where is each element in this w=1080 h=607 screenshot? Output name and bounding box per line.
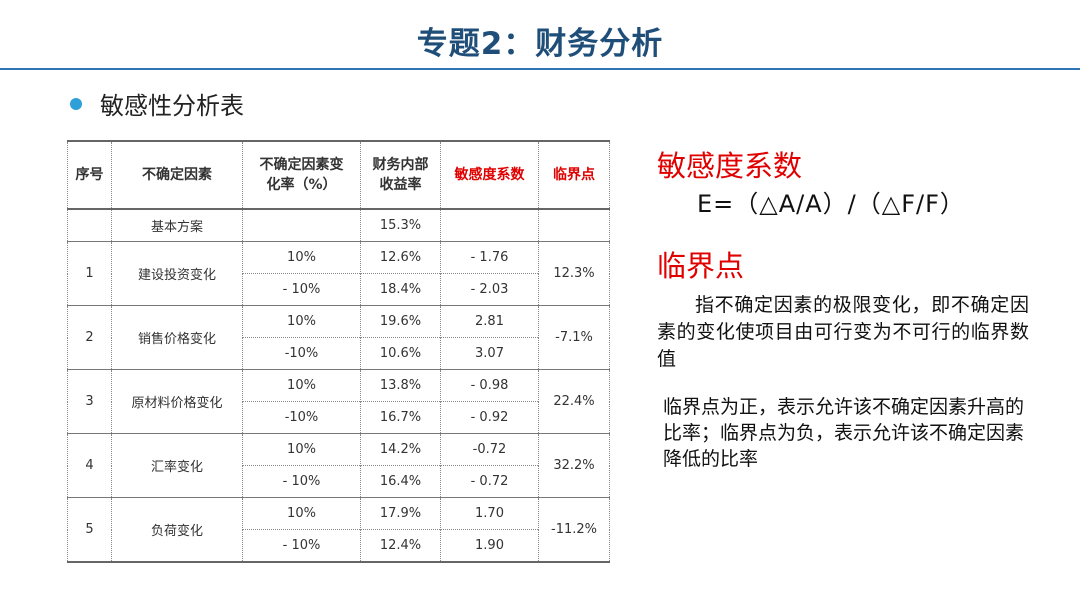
cell-coef: 2.81 — [440, 305, 539, 338]
cell-crit: 12.3% — [538, 241, 610, 306]
table-row: -10% 10.6% 3.07 — [68, 337, 610, 370]
cell-coef: 1.90 — [440, 529, 539, 562]
cell-coef: - 0.72 — [440, 465, 539, 498]
table-row: - 10% 16.4% - 0.72 — [68, 465, 610, 498]
cell-rate: 10% — [242, 497, 361, 530]
cell-crit: 32.2% — [538, 433, 610, 498]
table-row-base: 基本方案 15.3% — [67, 209, 610, 242]
row-no: 5 — [67, 497, 112, 562]
row-no: 3 — [67, 369, 112, 434]
base-crit — [538, 209, 610, 242]
cell-irr: 12.6% — [360, 241, 441, 274]
header-rate-line2: 化率（%） — [266, 177, 337, 193]
header-irr-line1: 财务内部 — [372, 157, 429, 173]
coef-heading: 敏感度系数 — [657, 149, 803, 183]
cell-rate: 10% — [242, 241, 361, 274]
base-no — [67, 209, 112, 242]
row-factor: 汇率变化 — [111, 433, 243, 498]
header-factor: 不确定因素 — [111, 141, 243, 210]
header-rate: 不确定因素变 化率（%） — [242, 141, 361, 210]
table-row: 2 销售价格变化 10% 19.6% 2.81 -7.1% — [67, 305, 610, 370]
header-irr-line2: 收益率 — [379, 177, 422, 193]
crit-definition: 指不确定因素的极限变化，即不确定因素的变化使项目由可行变为不可行的临界数值 — [657, 294, 1029, 370]
cell-irr: 19.6% — [360, 305, 441, 338]
cell-rate: - 10% — [242, 273, 361, 306]
cell-coef: - 0.98 — [440, 369, 539, 402]
cell-rate: 10% — [242, 433, 361, 466]
cell-irr: 10.6% — [360, 337, 441, 370]
cell-crit: -7.1% — [538, 305, 610, 370]
header-irr: 财务内部 收益率 — [360, 141, 441, 210]
base-rate — [242, 209, 361, 242]
cell-rate: 10% — [242, 305, 361, 338]
title-divider — [0, 68, 1080, 70]
row-no: 4 — [67, 433, 112, 498]
cell-coef: 3.07 — [440, 337, 539, 370]
row-no: 1 — [67, 241, 112, 306]
cell-rate: 10% — [242, 369, 361, 402]
base-coef — [440, 209, 539, 242]
cell-coef: - 0.92 — [440, 401, 539, 434]
cell-rate: -10% — [242, 337, 361, 370]
crit-note: 临界点为正，表示允许该不确定因素升高的比率；临界点为负，表示允许该不确定因素降低… — [663, 396, 1025, 470]
bullet-dot-icon — [70, 97, 82, 110]
cell-irr: 13.8% — [360, 369, 441, 402]
cell-coef: 1.70 — [440, 497, 539, 530]
coef-formula: E=（△A/A）/（△F/F） — [697, 190, 965, 218]
row-no: 2 — [67, 305, 112, 370]
table-row: 3 原材料价格变化 10% 13.8% - 0.98 22.4% — [67, 369, 610, 434]
cell-coef: - 1.76 — [440, 241, 539, 274]
cell-crit: 22.4% — [538, 369, 610, 434]
cell-irr: 16.4% — [360, 465, 441, 498]
row-factor: 原材料价格变化 — [111, 369, 243, 434]
cell-coef: -0.72 — [440, 433, 539, 466]
cell-crit: -11.2% — [538, 497, 610, 562]
base-irr: 15.3% — [360, 209, 441, 242]
table-row: 4 汇率变化 10% 14.2% -0.72 32.2% — [67, 433, 610, 498]
cell-irr: 14.2% — [360, 433, 441, 466]
section-heading-text: 敏感性分析表 — [100, 92, 244, 120]
cell-coef: - 2.03 — [440, 273, 539, 306]
cell-rate: - 10% — [242, 529, 361, 562]
header-no: 序号 — [67, 141, 112, 210]
cell-rate: -10% — [242, 401, 361, 434]
table-row: 5 负荷变化 10% 17.9% 1.70 -11.2% — [67, 497, 610, 562]
header-rate-line1: 不确定因素变 — [259, 157, 344, 173]
table-row: - 10% 12.4% 1.90 — [68, 529, 610, 562]
sensitivity-table: 序号 不确定因素 不确定因素变 化率（%） 财务内部 收益率 敏感度系数 临界点… — [67, 140, 610, 563]
cell-irr: 18.4% — [360, 273, 441, 306]
page-title: 专题2：财务分析 — [416, 26, 664, 62]
cell-rate: - 10% — [242, 465, 361, 498]
cell-irr: 17.9% — [360, 497, 441, 530]
row-factor: 负荷变化 — [111, 497, 243, 562]
cell-irr: 16.7% — [360, 401, 441, 434]
row-factor: 销售价格变化 — [111, 305, 243, 370]
table-header-row: 序号 不确定因素 不确定因素变 化率（%） 财务内部 收益率 敏感度系数 临界点 — [67, 141, 610, 210]
table-row: - 10% 18.4% - 2.03 — [68, 273, 610, 306]
cell-irr: 12.4% — [360, 529, 441, 562]
header-crit: 临界点 — [538, 141, 610, 210]
table-row: 1 建设投资变化 10% 12.6% - 1.76 12.3% — [67, 241, 610, 306]
row-factor: 建设投资变化 — [111, 241, 243, 306]
section-heading: 敏感性分析表 — [70, 86, 244, 121]
base-label: 基本方案 — [111, 209, 243, 242]
table-row: -10% 16.7% - 0.92 — [68, 401, 610, 434]
header-coef: 敏感度系数 — [440, 141, 539, 210]
crit-heading: 临界点 — [657, 249, 745, 283]
